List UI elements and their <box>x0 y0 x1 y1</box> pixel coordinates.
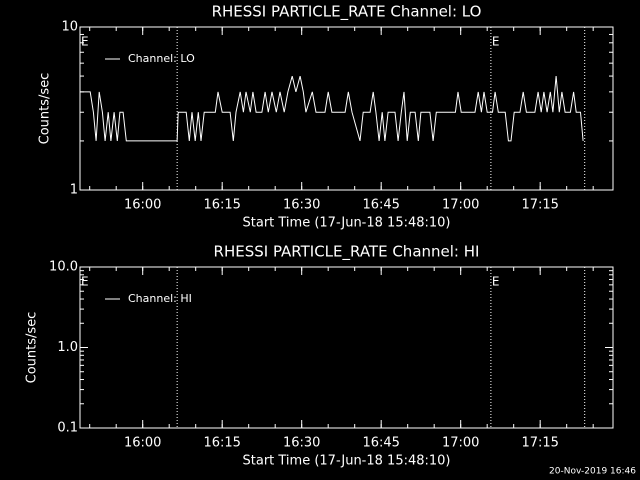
y-tick-label: 10.0 <box>49 260 78 275</box>
event-marker: E <box>492 275 500 289</box>
x-tick-label: 17:15 <box>521 436 558 451</box>
event-marker: E <box>492 35 500 49</box>
x-tick-label: 17:00 <box>442 436 479 451</box>
plot-frame <box>79 26 614 191</box>
event-marker: E <box>81 35 89 49</box>
event-marker: E <box>81 275 89 289</box>
legend-label: Channel: LO <box>128 52 195 65</box>
x-tick-label: 16:15 <box>203 436 240 451</box>
x-tick-label: 17:15 <box>521 198 558 213</box>
x-tick-label: 16:30 <box>283 198 320 213</box>
footer: 20-Nov-2019 16:46 <box>549 467 636 477</box>
legend-label: Channel: HI <box>128 292 192 305</box>
x-tick-label: 17:00 <box>442 198 479 213</box>
x-tick-label: 16:15 <box>203 198 240 213</box>
y-axis-label: Counts/sec <box>25 312 40 384</box>
chart-title: RHESSI PARTICLE_RATE Channel: LO <box>212 3 482 22</box>
series-line <box>80 75 584 142</box>
y-tick-label: 0.1 <box>57 421 78 436</box>
x-tick-label: 16:45 <box>362 436 399 451</box>
x-axis-label: Start Time (17-Jun-18 15:48:10) <box>243 454 451 469</box>
chart-title: RHESSI PARTICLE_RATE Channel: HI <box>214 243 480 262</box>
x-axis-label: Start Time (17-Jun-18 15:48:10) <box>243 216 451 231</box>
y-tick-label: 1 <box>70 183 78 198</box>
y-tick-label: 10 <box>61 20 78 35</box>
x-tick-label: 16:45 <box>362 198 399 213</box>
x-tick-label: 16:00 <box>124 436 161 451</box>
x-tick-label: 16:30 <box>283 436 320 451</box>
x-tick-label: 16:00 <box>124 198 161 213</box>
y-axis-label: Counts/sec <box>38 73 53 145</box>
y-tick-label: 1.0 <box>57 340 78 355</box>
